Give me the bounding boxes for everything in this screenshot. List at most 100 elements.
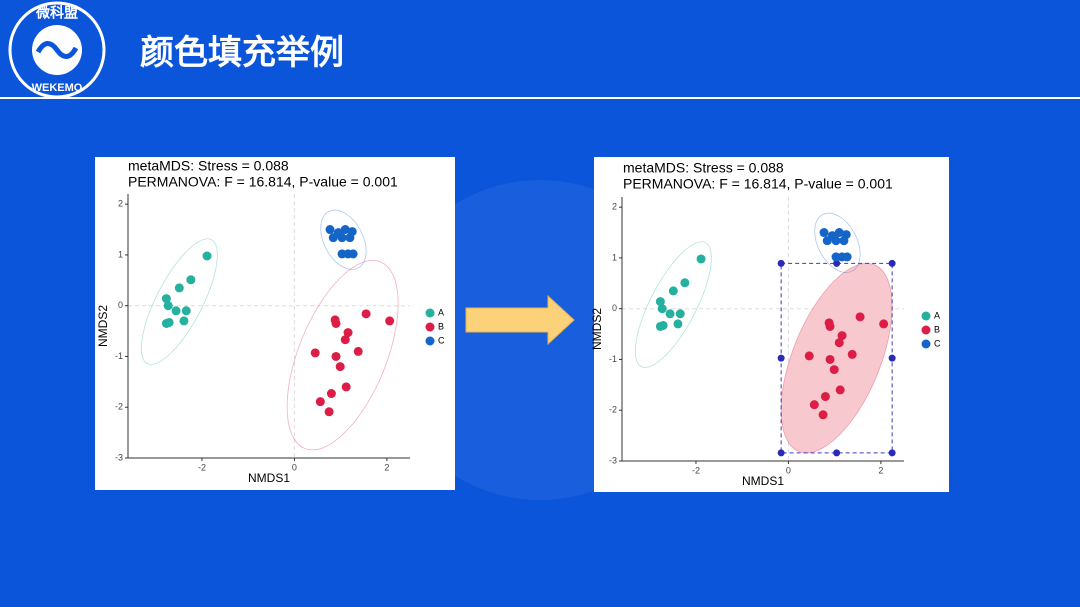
point xyxy=(341,382,351,392)
selection-handle xyxy=(777,449,785,457)
y-tick-label: -2 xyxy=(115,402,123,412)
point xyxy=(665,309,675,319)
y-tick-label: -3 xyxy=(115,452,123,462)
selection-handle xyxy=(777,259,785,267)
point xyxy=(171,306,181,316)
chart-panel xyxy=(95,157,455,490)
point xyxy=(326,389,336,399)
chart-title: metaMDS: Stress = 0.088 xyxy=(128,158,289,174)
arrow xyxy=(465,294,575,346)
legend-marker xyxy=(921,325,931,335)
point xyxy=(345,233,355,243)
point xyxy=(834,338,844,348)
point xyxy=(675,309,685,319)
legend-label: C xyxy=(934,338,941,348)
point xyxy=(324,407,334,417)
point xyxy=(163,301,173,311)
point xyxy=(655,297,665,307)
point xyxy=(310,348,320,358)
legend-marker xyxy=(425,336,435,346)
x-tick-label: 2 xyxy=(878,465,883,475)
y-tick-label: 1 xyxy=(118,249,123,259)
y-tick-label: 0 xyxy=(612,303,617,313)
confidence-ellipse xyxy=(780,262,893,454)
point xyxy=(673,319,683,329)
selection-handle xyxy=(833,449,841,457)
point xyxy=(820,392,830,402)
y-tick-label: -1 xyxy=(115,351,123,361)
legend-marker xyxy=(921,339,931,349)
y-axis-label: NMDS2 xyxy=(96,305,110,347)
logo-subtext: WEKEMO xyxy=(32,82,83,94)
point xyxy=(335,362,345,372)
y-tick-label: -2 xyxy=(609,405,617,415)
y-tick-label: 0 xyxy=(118,300,123,310)
confidence-ellipse xyxy=(634,241,712,368)
point xyxy=(353,346,363,356)
legend-label: C xyxy=(438,335,445,345)
x-tick-label: 0 xyxy=(292,462,297,472)
point xyxy=(839,236,849,246)
chart-subtitle: PERMANOVA: F = 16.814, P-value = 0.001 xyxy=(623,176,893,192)
chart-panel xyxy=(594,157,949,492)
selection-handle xyxy=(888,354,896,362)
point xyxy=(847,349,857,359)
confidence-ellipse xyxy=(320,209,367,270)
point xyxy=(655,321,665,331)
y-tick-label: 1 xyxy=(612,252,617,262)
point xyxy=(179,316,189,326)
point xyxy=(696,254,706,264)
selection-handle xyxy=(833,259,841,267)
x-axis-label: NMDS1 xyxy=(742,474,784,488)
legend-label: B xyxy=(438,321,444,331)
point xyxy=(837,331,847,341)
confidence-ellipse xyxy=(286,259,399,451)
point xyxy=(331,318,341,328)
legend-marker xyxy=(425,308,435,318)
y-tick-label: 2 xyxy=(118,199,123,209)
x-tick-label: -2 xyxy=(692,465,700,475)
point xyxy=(385,316,395,326)
y-axis-label: NMDS2 xyxy=(590,308,604,350)
point xyxy=(829,365,839,375)
point xyxy=(657,304,667,314)
logo-text: 微科盟 xyxy=(35,5,78,21)
selection-handle xyxy=(777,354,785,362)
point xyxy=(340,225,350,235)
legend-label: A xyxy=(934,310,940,320)
selection-handle xyxy=(888,449,896,457)
point xyxy=(668,286,678,296)
point xyxy=(186,275,196,285)
slide-title: 颜色填充举例 xyxy=(140,33,344,72)
point xyxy=(202,251,212,261)
point xyxy=(361,309,371,319)
point xyxy=(804,351,814,361)
y-tick-label: -1 xyxy=(609,354,617,364)
x-axis-label: NMDS1 xyxy=(248,471,290,485)
legend-label: A xyxy=(438,307,444,317)
point xyxy=(328,233,338,243)
legend-marker xyxy=(425,322,435,332)
point xyxy=(809,400,819,410)
point xyxy=(174,283,184,293)
point xyxy=(818,410,828,420)
confidence-ellipse xyxy=(140,238,218,365)
point xyxy=(348,249,358,259)
confidence-ellipse xyxy=(814,212,861,273)
point xyxy=(819,228,829,238)
point xyxy=(337,233,347,243)
point xyxy=(855,312,865,322)
point xyxy=(161,294,171,304)
legend-label: B xyxy=(934,324,940,334)
point xyxy=(835,385,845,395)
point xyxy=(834,228,844,238)
point xyxy=(831,236,841,246)
point xyxy=(340,335,350,345)
point xyxy=(879,319,889,329)
chart-subtitle: PERMANOVA: F = 16.814, P-value = 0.001 xyxy=(128,174,398,190)
x-tick-label: 0 xyxy=(786,465,791,475)
point xyxy=(842,252,852,262)
point xyxy=(181,306,191,316)
